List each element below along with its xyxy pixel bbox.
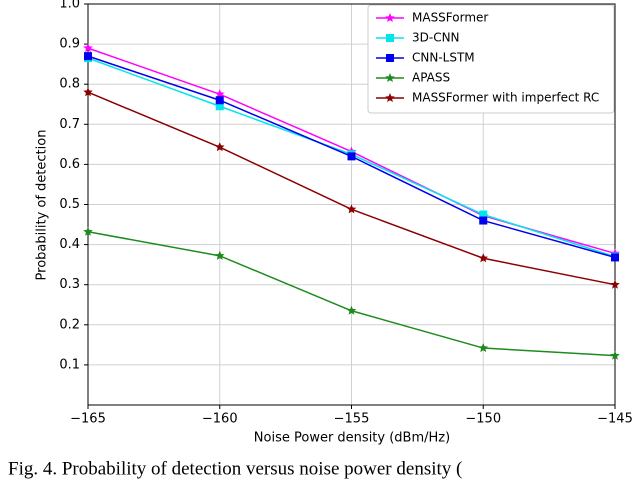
- marker: [83, 87, 93, 97]
- y-axis-label: Probability of detection: [35, 130, 50, 281]
- marker: [479, 210, 488, 219]
- legend-label: MASSFormer: [412, 11, 488, 25]
- y-tick-label: 1.0: [59, 0, 80, 12]
- legend-label: MASSFormer with imperfect RC: [412, 91, 599, 105]
- marker: [215, 250, 225, 260]
- x-tick-label: −165: [70, 412, 106, 427]
- caption: Fig. 4. Probability of detection versus …: [8, 458, 462, 479]
- marker: [610, 279, 620, 289]
- marker: [215, 96, 224, 105]
- legend-label: 3D-CNN: [412, 31, 460, 45]
- y-tick-label: 0.6: [59, 157, 80, 172]
- y-tick-label: 0.2: [59, 317, 80, 332]
- marker: [83, 226, 93, 236]
- marker: [478, 253, 488, 263]
- legend-marker: [385, 13, 395, 22]
- x-tick-label: −145: [597, 412, 633, 427]
- legend-marker: [386, 34, 394, 42]
- marker: [478, 343, 488, 353]
- marker: [215, 102, 224, 111]
- marker: [346, 305, 357, 315]
- x-tick-label: −150: [465, 412, 501, 427]
- marker: [610, 350, 620, 360]
- x-tick-label: −160: [202, 412, 238, 427]
- y-tick-label: 0.1: [59, 357, 80, 372]
- legend-marker: [385, 93, 395, 102]
- marker: [83, 43, 93, 53]
- marker: [215, 89, 225, 99]
- legend-label: CNN-LSTM: [412, 51, 475, 65]
- y-tick-label: 0.4: [59, 237, 80, 252]
- y-tick-label: 0.9: [59, 37, 80, 52]
- legend-label: APASS: [412, 71, 450, 85]
- y-tick-label: 0.8: [59, 77, 80, 92]
- marker: [347, 152, 356, 161]
- y-tick-label: 0.3: [59, 277, 80, 292]
- plot-frame: [87, 3, 616, 406]
- legend-marker: [386, 54, 394, 62]
- y-tick-label: 0.5: [59, 197, 80, 212]
- marker: [479, 216, 488, 225]
- legend-marker: [385, 73, 395, 82]
- legend-box: [367, 4, 615, 114]
- marker: [346, 204, 357, 214]
- marker: [84, 52, 92, 61]
- marker: [611, 253, 619, 262]
- marker: [215, 142, 225, 152]
- x-tick-label: −155: [334, 412, 370, 427]
- y-tick-label: 0.7: [59, 117, 80, 132]
- x-axis-label: Noise Power density (dBm/Hz): [254, 431, 450, 446]
